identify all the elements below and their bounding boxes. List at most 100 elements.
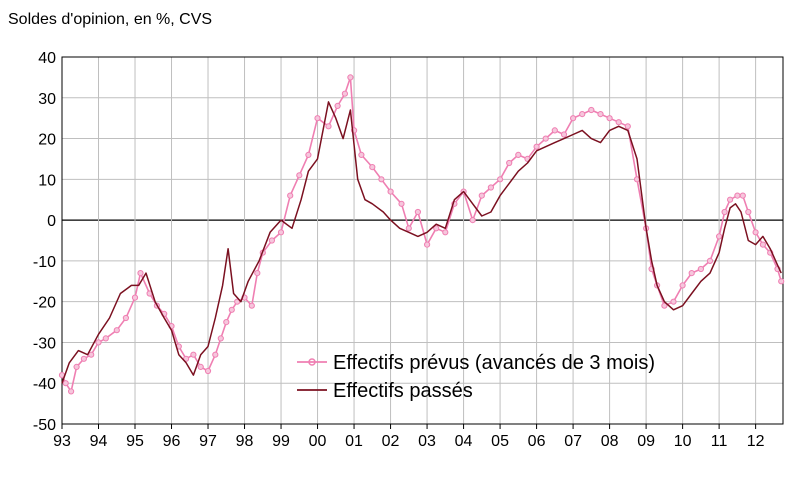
data-point-prevus — [588, 106, 595, 114]
data-point-prevus — [606, 115, 613, 122]
data-point-prevus — [254, 270, 261, 277]
x-tick-label: 03 — [418, 433, 436, 450]
data-point-prevus — [506, 159, 513, 167]
y-tick-label: 0 — [47, 213, 56, 230]
data-point-prevus — [414, 208, 421, 216]
legend: Effectifs prévus (avancés de 3 mois) Eff… — [297, 352, 655, 402]
data-point-prevus — [398, 200, 405, 207]
data-point-prevus — [277, 229, 285, 236]
x-tick-label: 11 — [711, 433, 728, 450]
data-point-prevus — [223, 319, 230, 326]
data-point-prevus — [570, 115, 577, 122]
grid — [61, 56, 783, 425]
data-point-prevus — [615, 119, 622, 126]
y-tick-label: -10 — [33, 254, 56, 271]
data-point-prevus — [341, 90, 348, 97]
data-point-prevus — [670, 298, 677, 305]
data-point-prevus — [597, 111, 604, 118]
data-point-prevus — [405, 225, 412, 232]
data-point-prevus — [424, 241, 431, 248]
data-point-prevus — [80, 355, 88, 362]
data-point-prevus — [697, 265, 705, 273]
data-point-prevus — [533, 143, 540, 150]
y-tick-label: 40 — [38, 50, 56, 67]
x-tick-label: 12 — [747, 433, 765, 450]
data-point-prevus — [248, 302, 255, 309]
data-point-prevus — [542, 135, 549, 142]
data-point-prevus — [190, 351, 197, 358]
legend-label-passes: Effectifs passés — [333, 380, 473, 402]
data-point-prevus — [721, 208, 728, 216]
data-point-prevus — [661, 302, 668, 309]
x-tick-label: 04 — [455, 433, 473, 450]
data-point-prevus — [497, 176, 504, 183]
series — [58, 74, 785, 395]
data-point-prevus — [95, 339, 102, 346]
data-point-prevus — [268, 237, 275, 244]
data-point-prevus — [212, 351, 219, 358]
y-tick-label: -40 — [33, 376, 56, 393]
x-tick-label: 09 — [637, 433, 655, 450]
data-point-prevus — [217, 335, 224, 342]
plot-frame — [61, 56, 784, 425]
data-point-prevus — [487, 184, 494, 191]
data-point-prevus — [296, 172, 303, 179]
data-point-prevus — [305, 151, 312, 158]
x-tick-label: 00 — [309, 433, 327, 450]
y-tick-label: -50 — [33, 417, 56, 434]
x-tick-label: 07 — [564, 433, 582, 450]
data-point-prevus — [478, 192, 485, 199]
data-point-prevus — [579, 111, 586, 118]
data-point-prevus — [442, 229, 449, 236]
data-point-prevus — [688, 270, 695, 277]
data-point-prevus — [102, 335, 109, 342]
data-point-prevus — [734, 192, 741, 199]
x-tick-label: 08 — [601, 433, 619, 450]
x-tick-label: 01 — [345, 433, 363, 450]
data-point-prevus — [334, 102, 341, 110]
data-point-prevus — [358, 151, 365, 158]
data-point-prevus — [113, 327, 120, 334]
data-point-prevus — [369, 164, 376, 171]
x-tick-label: 05 — [491, 433, 509, 450]
data-point-prevus — [759, 241, 767, 248]
x-tick-label: 94 — [90, 433, 108, 450]
data-point-prevus — [739, 192, 746, 199]
x-tick-label: 02 — [382, 433, 400, 450]
legend-label-prevus: Effectifs prévus (avancés de 3 mois) — [333, 352, 655, 374]
y-tick-label: 10 — [38, 172, 56, 189]
data-point-prevus — [387, 188, 394, 195]
x-tick-label: 95 — [126, 433, 144, 450]
data-point-prevus — [433, 225, 440, 232]
data-point-prevus — [73, 363, 80, 370]
x-tick-label: 96 — [163, 433, 181, 450]
data-point-prevus — [716, 233, 723, 240]
data-point-prevus — [325, 123, 332, 130]
data-point-prevus — [378, 176, 385, 183]
x-tick-label: 10 — [674, 433, 692, 450]
y-tick-label: 30 — [38, 91, 56, 108]
y-tick-label: 20 — [38, 132, 56, 149]
data-point-prevus — [679, 282, 686, 289]
data-point-prevus — [131, 294, 139, 301]
data-point-prevus — [515, 151, 522, 158]
data-point-prevus — [287, 192, 294, 199]
data-point-prevus — [347, 74, 354, 81]
x-tick-label: 99 — [272, 433, 290, 450]
x-tick-label: 97 — [199, 433, 217, 450]
data-point-prevus — [314, 115, 321, 122]
x-tick-label: 06 — [528, 433, 546, 450]
data-point-prevus — [752, 229, 759, 236]
data-point-prevus — [197, 363, 204, 370]
data-point-prevus — [234, 298, 241, 305]
data-point-prevus — [62, 380, 69, 387]
data-point-prevus — [204, 367, 212, 375]
y-tick-label: -20 — [33, 295, 56, 312]
data-point-prevus — [122, 314, 130, 322]
data-point-prevus — [469, 217, 476, 224]
data-point-prevus — [560, 131, 568, 138]
data-point-prevus — [228, 306, 235, 313]
